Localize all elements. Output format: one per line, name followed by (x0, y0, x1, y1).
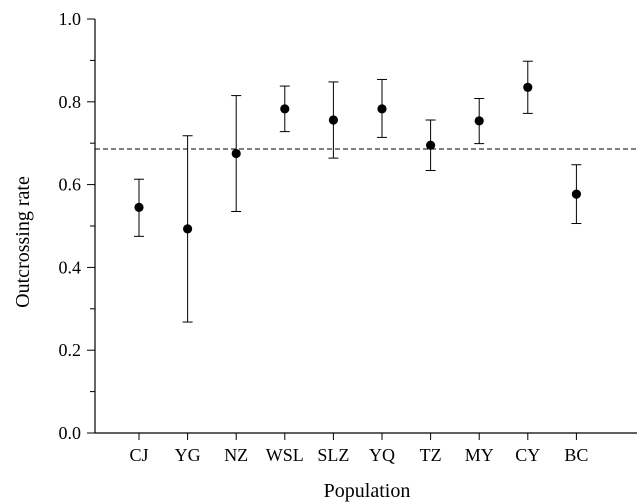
data-point-group (571, 164, 582, 225)
y-axis-label: Outcrossing rate (12, 176, 34, 308)
x-tick-label: SLZ (317, 445, 349, 465)
data-point-group (279, 85, 290, 133)
data-point (328, 115, 338, 125)
x-tick-label: CY (515, 445, 540, 465)
data-point (134, 202, 144, 212)
data-point-group (425, 119, 436, 172)
y-tick-label: 0.4 (59, 257, 82, 277)
y-tick-label: 0.8 (59, 92, 82, 112)
x-axis-label: Population (324, 480, 411, 502)
data-point-group (328, 81, 339, 159)
data-point-group (522, 60, 533, 114)
y-tick-label: 0.6 (59, 175, 82, 195)
data-point (183, 224, 193, 234)
data-point-group (377, 78, 387, 138)
x-tick-label: CJ (129, 445, 148, 465)
axes: 0.0 0.2 0.4 0.6 0.8 1.0 CJ YG NZ WSL SLZ YQ TZ MY CY BC (59, 9, 637, 465)
x-tick-label: TZ (420, 445, 442, 465)
x-tick-label: YG (175, 445, 201, 465)
data-point (474, 116, 484, 126)
y-tick-label: 0.2 (59, 340, 82, 360)
data-point (426, 140, 436, 150)
data-point (231, 148, 241, 159)
data-point (280, 104, 290, 114)
data-point-group (231, 95, 242, 213)
data-point (571, 189, 582, 199)
x-tick-label: BC (564, 445, 588, 465)
data-point-group (182, 135, 193, 323)
x-tick-label: NZ (224, 445, 248, 465)
data-point (523, 82, 533, 92)
x-tick-label: YQ (369, 445, 395, 465)
data-marks (134, 60, 582, 323)
y-tick-label: 1.0 (59, 9, 82, 29)
data-point-group (474, 97, 485, 145)
x-tick-label: MY (465, 445, 494, 465)
data-point-group (134, 178, 144, 237)
data-point (377, 104, 387, 114)
y-tick-label: 0.0 (59, 423, 82, 443)
x-tick-label: WSL (266, 445, 304, 465)
